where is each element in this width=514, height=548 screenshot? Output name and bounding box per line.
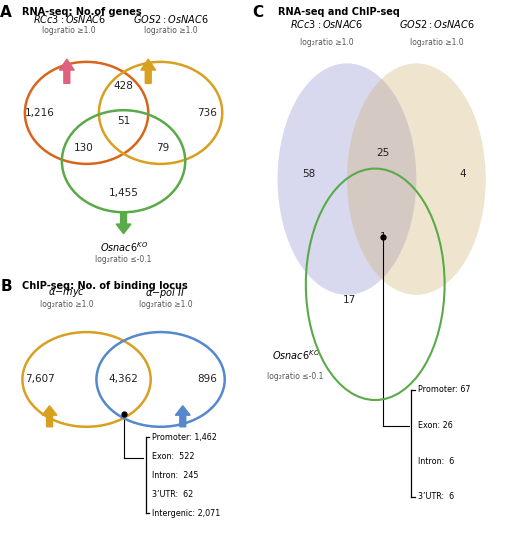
Text: 4,362: 4,362 — [108, 374, 138, 385]
Text: $\mathit{Osnac6}^{KO}$: $\mathit{Osnac6}^{KO}$ — [271, 349, 320, 362]
Text: Exon: 26: Exon: 26 — [417, 421, 452, 430]
Text: $\mathit{RCc3:OsNAC6}$: $\mathit{RCc3:OsNAC6}$ — [290, 18, 363, 30]
Text: 79: 79 — [156, 143, 170, 153]
Text: 130: 130 — [74, 143, 94, 153]
Text: $\mathit{RCc3:OsNAC6}$: $\mathit{RCc3:OsNAC6}$ — [33, 13, 106, 25]
Text: B: B — [0, 279, 12, 294]
Text: log₂ratio ≥1.0: log₂ratio ≥1.0 — [43, 26, 96, 36]
Text: $\mathit{GOS2:OsNAC6}$: $\mathit{GOS2:OsNAC6}$ — [399, 18, 475, 30]
Ellipse shape — [278, 64, 416, 295]
Text: 51: 51 — [117, 116, 130, 126]
Text: 58: 58 — [302, 169, 315, 179]
FancyArrow shape — [60, 59, 74, 83]
FancyArrow shape — [141, 59, 156, 83]
Text: 1: 1 — [380, 232, 386, 242]
FancyArrow shape — [42, 406, 57, 427]
FancyArrow shape — [116, 212, 131, 233]
Text: Promoter: 1,462: Promoter: 1,462 — [152, 433, 217, 442]
Text: $\mathit{\alpha}$$\mathit{-pol\ II}$: $\mathit{\alpha}$$\mathit{-pol\ II}$ — [145, 286, 186, 300]
Text: $\mathit{\alpha}$$\mathit{-myc}$: $\mathit{\alpha}$$\mathit{-myc}$ — [48, 287, 85, 299]
Text: log₂ratio ≥1.0: log₂ratio ≥1.0 — [410, 38, 464, 47]
Text: RNA-seq: No.of genes: RNA-seq: No.of genes — [23, 7, 142, 17]
Text: 4: 4 — [460, 169, 466, 179]
Text: RNA-seq and ChIP-seq: RNA-seq and ChIP-seq — [278, 7, 399, 17]
Text: log₂ratio ≤-0.1: log₂ratio ≤-0.1 — [267, 372, 324, 381]
Text: Exon:  522: Exon: 522 — [152, 452, 194, 461]
Text: ChIP-seq: No. of binding locus: ChIP-seq: No. of binding locus — [23, 281, 188, 291]
Text: Intron:  245: Intron: 245 — [152, 471, 198, 480]
Text: 428: 428 — [114, 81, 134, 91]
Text: 7,607: 7,607 — [25, 374, 54, 385]
Text: Intron:  6: Intron: 6 — [417, 456, 454, 466]
Text: Intergenic: 2,071: Intergenic: 2,071 — [152, 509, 220, 517]
Text: 25: 25 — [376, 148, 390, 158]
Text: 736: 736 — [197, 108, 217, 118]
Text: $\mathit{Osnac6}^{KO}$: $\mathit{Osnac6}^{KO}$ — [100, 240, 148, 254]
Text: log₂ratio ≤-0.1: log₂ratio ≤-0.1 — [96, 255, 152, 264]
Text: 17: 17 — [343, 295, 356, 305]
Text: log₂ratio ≥1.0: log₂ratio ≥1.0 — [139, 300, 192, 309]
Text: 896: 896 — [197, 374, 217, 385]
Ellipse shape — [347, 64, 486, 295]
Text: 1,216: 1,216 — [25, 108, 54, 118]
Text: $\mathit{GOS2:OsNAC6}$: $\mathit{GOS2:OsNAC6}$ — [133, 13, 208, 25]
Text: C: C — [252, 5, 263, 20]
Text: 3’UTR:  6: 3’UTR: 6 — [417, 492, 454, 501]
FancyArrow shape — [175, 406, 190, 427]
Text: log₂ratio ≥1.0: log₂ratio ≥1.0 — [300, 38, 353, 47]
Text: Promoter: 67: Promoter: 67 — [417, 385, 470, 394]
Text: log₂ratio ≥1.0: log₂ratio ≥1.0 — [143, 26, 197, 36]
Text: 1,455: 1,455 — [108, 189, 138, 198]
Text: 3’UTR:  62: 3’UTR: 62 — [152, 489, 193, 499]
Text: log₂ratio ≥1.0: log₂ratio ≥1.0 — [40, 300, 94, 309]
Text: A: A — [0, 5, 12, 20]
